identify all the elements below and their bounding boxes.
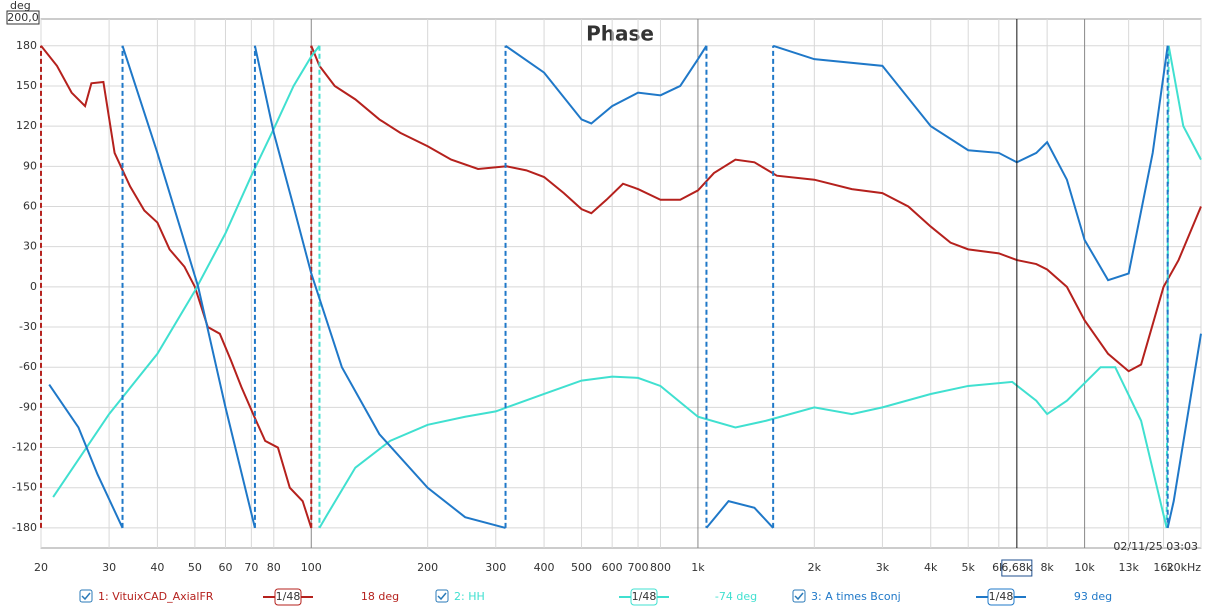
legend-label: 3: A times Bconj	[811, 590, 901, 603]
x-tick-label: 1k	[691, 561, 705, 574]
y-tick-label: 30	[23, 240, 37, 253]
smoothing-label: 1/48	[989, 590, 1014, 603]
phase-line	[1166, 333, 1202, 529]
x-tick-label: 20	[34, 561, 48, 574]
plot-area	[40, 18, 1202, 549]
y-tick-label: 60	[23, 199, 37, 212]
y-tick-label: -180	[12, 521, 37, 534]
x-tick-label: 700	[628, 561, 649, 574]
y-tick-label: -120	[12, 441, 37, 454]
x-tick-label: 10k	[1074, 561, 1095, 574]
smoothing-box	[987, 588, 1015, 606]
cursor-readout: -74 deg	[715, 590, 757, 603]
phase-line	[52, 45, 321, 498]
legend-checkbox[interactable]	[792, 589, 806, 603]
checkmark	[81, 592, 91, 601]
legend-checkbox[interactable]	[79, 589, 93, 603]
phase-line	[310, 45, 1202, 373]
x-tick-label: 400	[534, 561, 555, 574]
checkmark	[437, 592, 447, 601]
x-tick-label: 80	[267, 561, 281, 574]
legend-label: 2: HH	[454, 590, 485, 603]
date: 02/11/25 03:03	[1113, 540, 1198, 553]
phase-line	[772, 44, 1169, 282]
phase-line	[504, 44, 708, 125]
smoothing-label: 1/48	[276, 590, 301, 603]
phase-line	[705, 499, 774, 529]
cursor-readout: 93 deg	[1074, 590, 1112, 603]
y-tick-label: 150	[16, 79, 37, 92]
ylim-label: 200,0	[7, 11, 39, 24]
y-tick-label: 180	[16, 39, 37, 52]
checkmark	[794, 592, 804, 601]
x-tick-label: 16k	[1153, 561, 1174, 574]
phase-line	[121, 45, 256, 529]
x-tick-label: 300	[485, 561, 506, 574]
x-tick-label: 13k	[1118, 561, 1139, 574]
ylim-box	[6, 10, 40, 25]
phase-line	[318, 366, 1168, 529]
cursor-label: 6,68k	[1001, 561, 1032, 574]
x-tick-label: 2k	[808, 561, 822, 574]
x-tick-label: 3k	[876, 561, 890, 574]
x-tick-label: 60	[218, 561, 232, 574]
y-tick-label: -90	[19, 400, 37, 413]
phase-line	[1167, 45, 1202, 161]
y-tick-label: -60	[19, 360, 37, 373]
smoothing-box	[274, 588, 302, 606]
x-tick-label: 5k	[962, 561, 976, 574]
x-tick-label: 200	[417, 561, 438, 574]
cursor-readout: 18 deg	[361, 590, 399, 603]
legend-label: 1: VituixCAD_AxialFR	[98, 590, 214, 603]
x-tick-label: 4k	[924, 561, 938, 574]
x-tick-label: 600	[602, 561, 623, 574]
x-tick-label: 40	[150, 561, 164, 574]
smoothing-label: 1/48	[632, 590, 657, 603]
cursor-box	[1001, 559, 1033, 577]
phase-line	[48, 384, 124, 529]
phase-line	[40, 45, 313, 529]
y-tick-label: 90	[23, 159, 37, 172]
phase-line	[253, 45, 506, 529]
y-tick-label: 0	[30, 280, 37, 293]
x-tick-label: 500	[571, 561, 592, 574]
smoothing-box	[630, 588, 658, 606]
x-tick-label: 30	[102, 561, 116, 574]
legend-checkbox[interactable]	[435, 589, 449, 603]
series-layer	[40, 44, 1202, 529]
x-tick-label: 20kHz	[1167, 561, 1202, 574]
x-tick-label: 800	[650, 561, 671, 574]
y-unit: deg	[10, 0, 31, 12]
y-tick-label: -150	[12, 481, 37, 494]
x-tick-label: 100	[301, 561, 322, 574]
chart-title: Phase	[586, 22, 654, 46]
x-tick-label: 8k	[1040, 561, 1054, 574]
x-tick-label: 70	[244, 561, 258, 574]
y-tick-label: -30	[19, 320, 37, 333]
y-tick-label: 120	[16, 119, 37, 132]
x-tick-label: 50	[188, 561, 202, 574]
